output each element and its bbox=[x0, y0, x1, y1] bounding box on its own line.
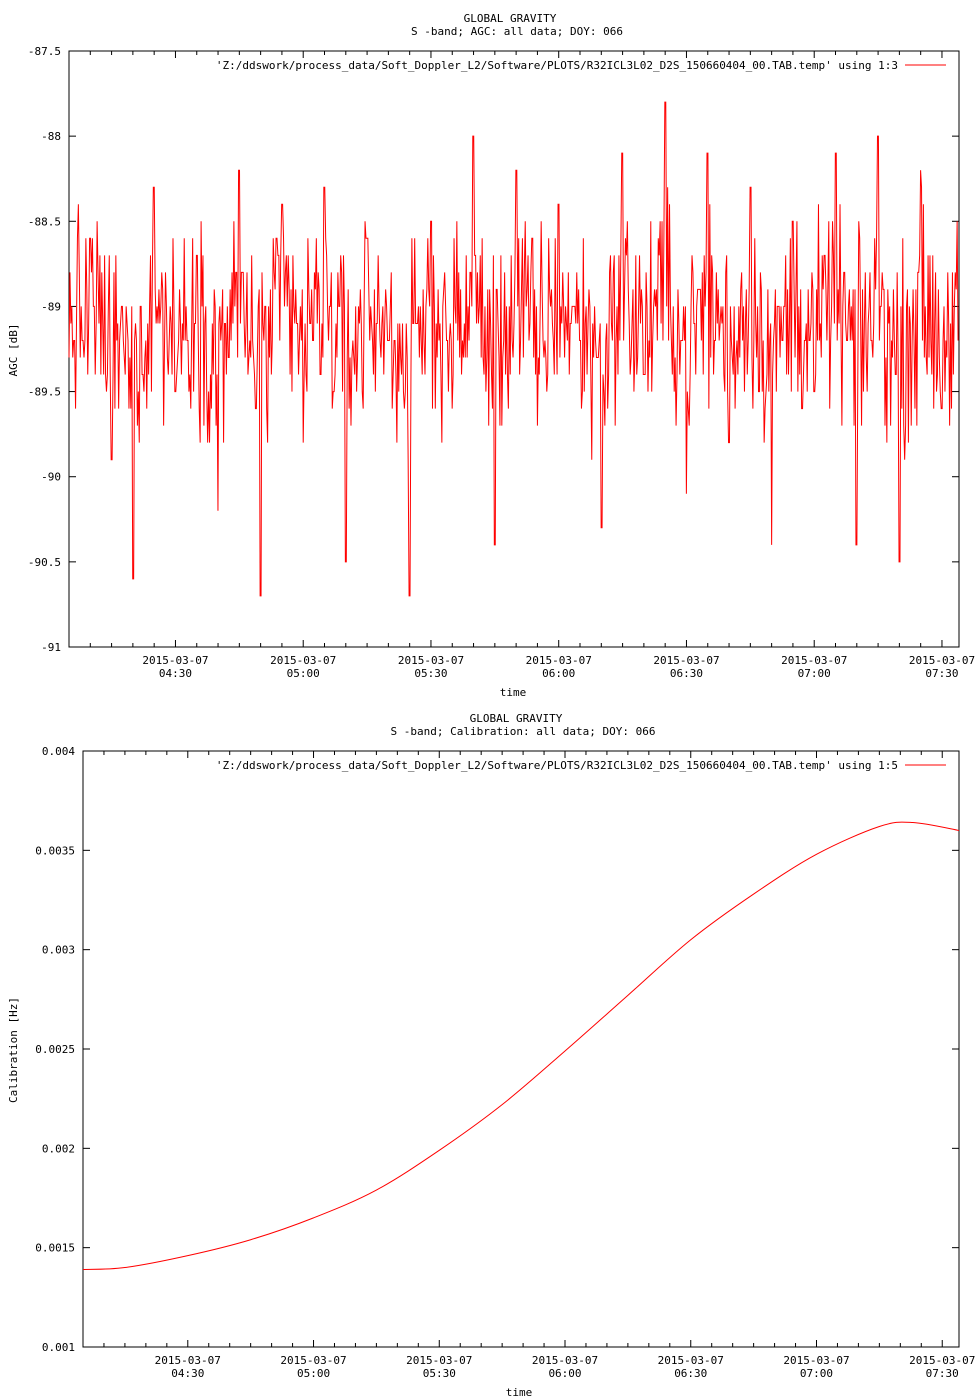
agc-x-tick-date-label: 2015-03-07 bbox=[270, 654, 336, 667]
cal-y-tick-label: 0.004 bbox=[42, 745, 75, 758]
cal-chart-title: GLOBAL GRAVITY bbox=[470, 712, 563, 725]
cal-x-tick-time-label: 07:30 bbox=[926, 1367, 959, 1380]
agc-chart-subtitle: S -band; AGC: all data; DOY: 066 bbox=[411, 25, 623, 38]
agc-axes: -87.5 -88 -88.5 -89 -89.5 -90 -90.5 -91 2015-03-… bbox=[28, 45, 975, 680]
agc-chart: GLOBAL GRAVITY S -band; AGC: all data; D… bbox=[7, 12, 975, 699]
cal-legend-label: 'Z:/ddswork/process_data/Soft_Doppler_L2… bbox=[216, 759, 898, 772]
cal-x-tick-date-label: 2015-03-07 bbox=[783, 1354, 849, 1367]
agc-chart-title: GLOBAL GRAVITY bbox=[464, 12, 557, 25]
cal-chart-xlabel: time bbox=[506, 1386, 533, 1399]
agc-y-tick-label: -91 bbox=[41, 641, 61, 654]
cal-y-tick-label: 0.0035 bbox=[35, 844, 75, 857]
cal-y-tick-label: 0.0025 bbox=[35, 1043, 75, 1056]
agc-y-tick-label: -87.5 bbox=[28, 45, 61, 58]
cal-plot-frame bbox=[82, 750, 960, 1348]
agc-x-tick-date-label: 2015-03-07 bbox=[142, 654, 208, 667]
cal-y-tick-label: 0.001 bbox=[42, 1341, 75, 1354]
agc-x-tick-time-label: 07:30 bbox=[925, 667, 958, 680]
agc-y-tick-label: -89.5 bbox=[28, 386, 61, 399]
cal-x-tick-date-label: 2015-03-07 bbox=[532, 1354, 598, 1367]
calibration-chart: GLOBAL GRAVITY S -band; Calibration: all… bbox=[7, 712, 975, 1399]
cal-chart-ylabel: Calibration [Hz] bbox=[7, 997, 20, 1103]
cal-x-tick-date-label: 2015-03-07 bbox=[658, 1354, 724, 1367]
agc-x-tick-time-label: 06:30 bbox=[670, 667, 703, 680]
cal-x-tick-time-label: 04:30 bbox=[171, 1367, 204, 1380]
agc-x-tick-date-label: 2015-03-07 bbox=[653, 654, 719, 667]
cal-x-tick-time-label: 06:00 bbox=[548, 1367, 581, 1380]
agc-x-tick-time-label: 05:30 bbox=[414, 667, 447, 680]
agc-x-tick-time-label: 05:00 bbox=[287, 667, 320, 680]
cal-x-tick-time-label: 05:30 bbox=[423, 1367, 456, 1380]
agc-legend-label: 'Z:/ddswork/process_data/Soft_Doppler_L2… bbox=[216, 59, 898, 72]
agc-y-tick-label: -88 bbox=[41, 130, 61, 143]
cal-x-tick-date-label: 2015-03-07 bbox=[909, 1354, 975, 1367]
agc-x-tick-time-label: 04:30 bbox=[159, 667, 192, 680]
cal-series bbox=[82, 821, 960, 1271]
agc-x-tick-time-label: 06:00 bbox=[542, 667, 575, 680]
agc-y-tick-label: -90.5 bbox=[28, 556, 61, 569]
cal-y-tick-label: 0.003 bbox=[42, 944, 75, 957]
cal-x-tick-time-label: 06:30 bbox=[674, 1367, 707, 1380]
agc-x-tick-date-label: 2015-03-07 bbox=[909, 654, 975, 667]
cal-axes: 0.004 0.0035 0.003 0.0025 0.002 0.0015 0.001 20… bbox=[35, 745, 975, 1380]
agc-x-tick-date-label: 2015-03-07 bbox=[781, 654, 847, 667]
agc-x-tick-time-label: 07:00 bbox=[798, 667, 831, 680]
agc-x-tick-date-label: 2015-03-07 bbox=[398, 654, 464, 667]
cal-x-tick-date-label: 2015-03-07 bbox=[280, 1354, 346, 1367]
cal-x-tick-time-label: 05:00 bbox=[297, 1367, 330, 1380]
agc-y-tick-label: -88.5 bbox=[28, 215, 61, 228]
cal-chart-subtitle: S -band; Calibration: all data; DOY: 066 bbox=[391, 725, 656, 738]
cal-x-tick-date-label: 2015-03-07 bbox=[155, 1354, 221, 1367]
cal-y-tick-label: 0.002 bbox=[42, 1142, 75, 1155]
cal-x-tick-date-label: 2015-03-07 bbox=[406, 1354, 472, 1367]
agc-x-tick-date-label: 2015-03-07 bbox=[526, 654, 592, 667]
agc-series-line bbox=[68, 101, 959, 597]
agc-chart-ylabel: AGC [dB] bbox=[7, 324, 20, 377]
agc-series bbox=[68, 101, 959, 597]
agc-y-tick-label: -90 bbox=[41, 471, 61, 484]
agc-y-tick-label: -89 bbox=[41, 300, 61, 313]
agc-plot-frame bbox=[68, 50, 960, 648]
cal-series-line bbox=[82, 821, 960, 1271]
agc-chart-xlabel: time bbox=[500, 686, 527, 699]
cal-x-tick-time-label: 07:00 bbox=[800, 1367, 833, 1380]
cal-y-tick-label: 0.0015 bbox=[35, 1242, 75, 1255]
